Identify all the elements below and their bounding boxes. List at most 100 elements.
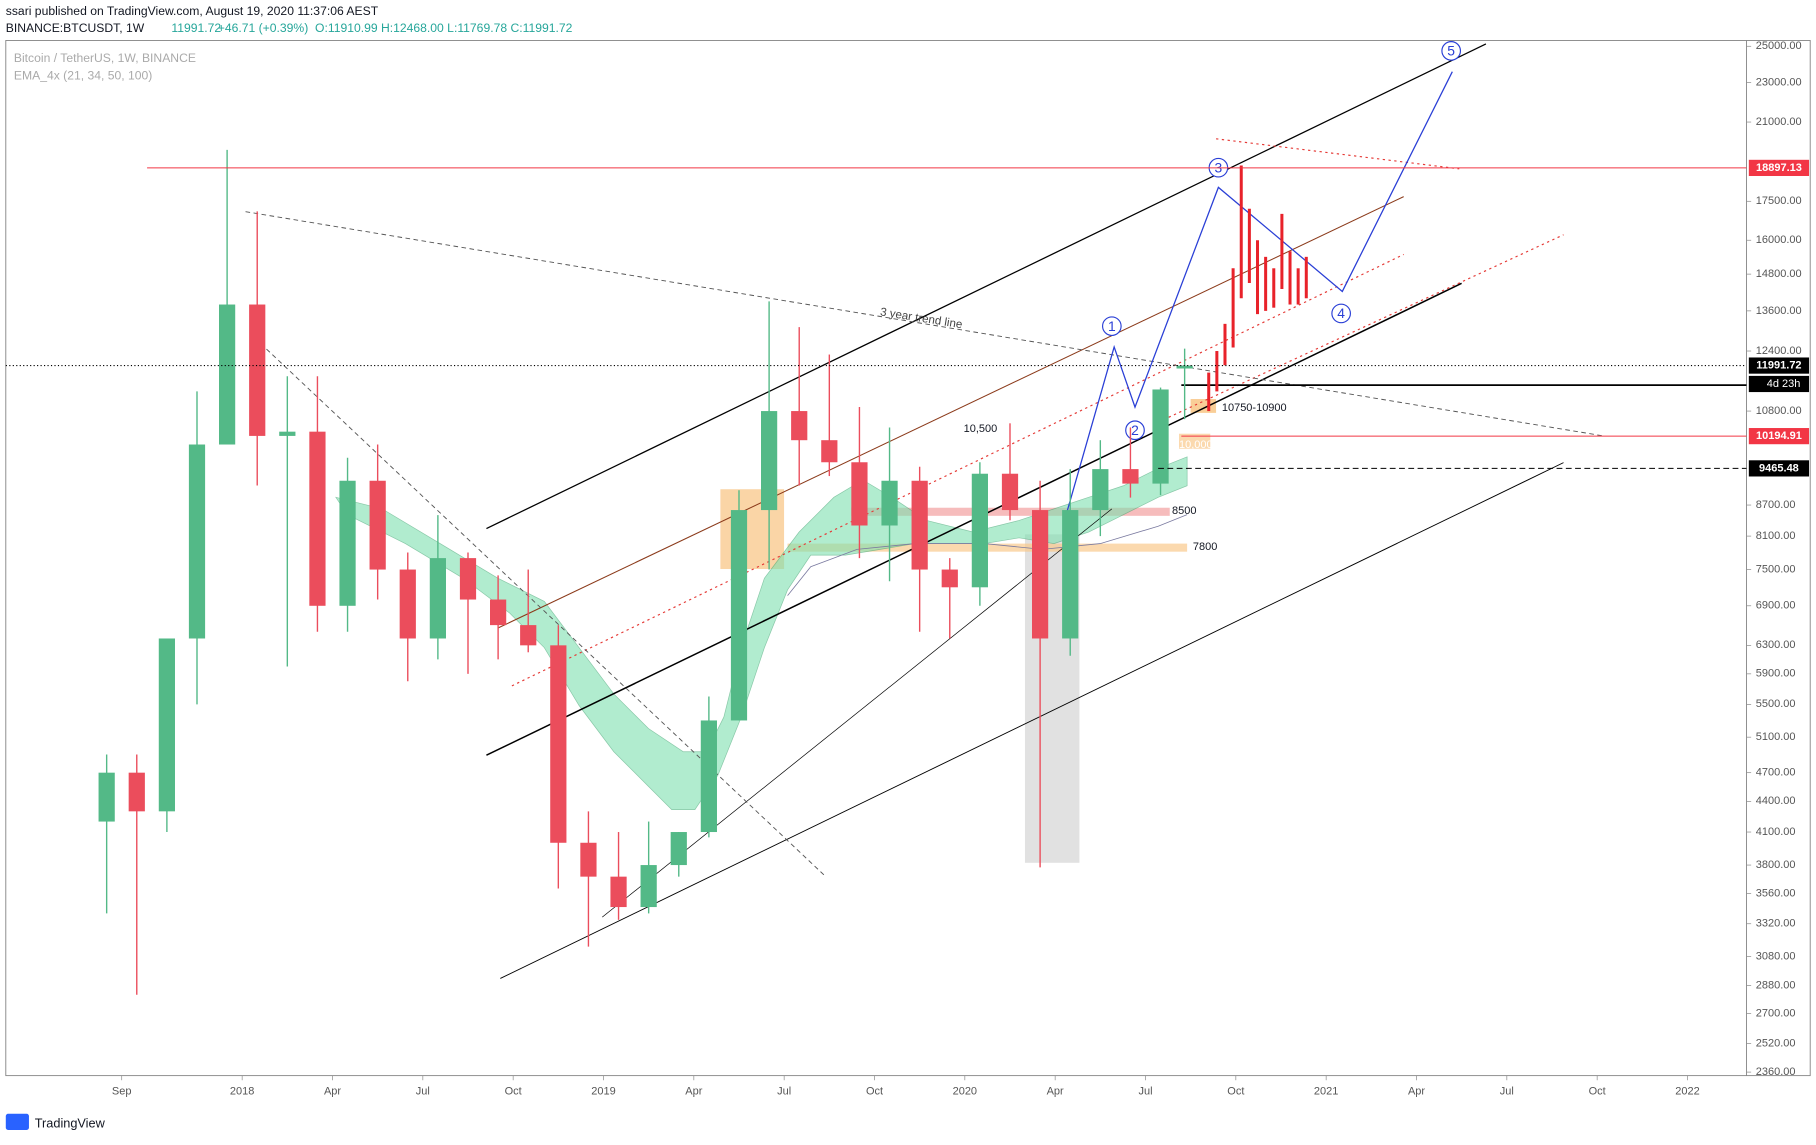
x-tick-label: Apr (1047, 1086, 1064, 1098)
y-tick-label: 5500.00 (1756, 698, 1796, 710)
price-label-box (1748, 357, 1810, 374)
y-tick-label: 10800.00 (1756, 405, 1802, 417)
price-label: 11991.72 (1756, 359, 1801, 371)
candle-body (188, 444, 206, 639)
x-tick-label: 2022 (1675, 1086, 1699, 1098)
y-tick-label: 3800.00 (1756, 859, 1796, 871)
y-tick-label: 2360.00 (1756, 1066, 1796, 1078)
price-label-box (1748, 428, 1810, 445)
candle-body (791, 411, 808, 441)
y-tick-label: 3080.00 (1756, 950, 1796, 962)
x-tick-label: 2019 (591, 1086, 615, 1098)
author-line: ssari published on TradingView.com, Augu… (6, 4, 379, 18)
y-tick-label: 5900.00 (1756, 668, 1796, 680)
candle-body (670, 832, 687, 866)
x-tick-label: 2018 (230, 1086, 254, 1098)
annotation: 10750-10900 (1222, 402, 1287, 414)
wave-label: 1 (1108, 318, 1116, 334)
y-tick-label: 4100.00 (1756, 826, 1796, 838)
frame (5, 40, 1811, 1077)
candle-body (339, 480, 356, 606)
y-tick-label: 8100.00 (1756, 530, 1796, 542)
candle-body (821, 440, 838, 463)
y-tick-label: 7500.00 (1756, 563, 1796, 575)
candle-body (279, 431, 296, 436)
wave-circle (1331, 303, 1351, 324)
x-tick-label: Jul (1500, 1086, 1514, 1098)
candle-body (881, 480, 898, 526)
y-tick-label: 8700.00 (1756, 499, 1796, 511)
candle-body (520, 625, 537, 646)
candle-body (1092, 469, 1109, 511)
candle-body (610, 876, 627, 908)
candle-body (489, 599, 507, 626)
x-tick-label: Jul (777, 1086, 791, 1098)
wave-path (1064, 71, 1453, 518)
y-tick-label: 2700.00 (1756, 1008, 1796, 1020)
y-tick-label: 3320.00 (1756, 918, 1796, 930)
x-tick-label: Sep (112, 1086, 132, 1098)
y-tick-label: 5100.00 (1756, 731, 1796, 743)
candle-body (369, 480, 386, 570)
candle-body (941, 569, 958, 588)
y-tick-label: 25000.00 (1756, 40, 1802, 52)
candle-body (1122, 469, 1139, 484)
candle-body (158, 638, 175, 812)
countdown: 4d 23h (1767, 378, 1801, 390)
y-tick-label: 6300.00 (1756, 639, 1796, 651)
candle-body (1062, 510, 1079, 639)
brand: TradingView (35, 1116, 106, 1131)
x-tick-label: 2021 (1314, 1086, 1338, 1098)
countdown-box (1748, 375, 1810, 393)
price-label-box (1748, 460, 1810, 477)
y-tick-label: 4700.00 (1756, 767, 1796, 779)
annotation: 8500 (1172, 505, 1196, 517)
candle-body (218, 304, 236, 445)
candle-body (1152, 389, 1169, 484)
candle-body (399, 569, 416, 639)
candle-body (1001, 473, 1019, 511)
candle-body (1031, 510, 1049, 639)
y-tick-label: 12400.00 (1756, 345, 1802, 357)
y-tick-label: 3560.00 (1756, 887, 1796, 899)
x-tick-label: Apr (324, 1086, 341, 1098)
x-tick-label: Oct (1227, 1086, 1244, 1098)
change: +46.71 (+0.39%) (218, 21, 309, 35)
x-tick-label: 2020 (953, 1086, 977, 1098)
wave-circle (1101, 316, 1122, 336)
y-tick-label: 6900.00 (1756, 600, 1796, 612)
dotted-red-3 (1216, 138, 1460, 170)
candle-body (459, 558, 477, 600)
zone-10750 (1190, 399, 1217, 413)
ohlc: O:11910.99 H:12468.00 L:11769.78 C:11991… (315, 21, 573, 35)
y-tick-label: 2520.00 (1756, 1037, 1796, 1049)
y-tick-label: 13600.00 (1756, 305, 1802, 317)
candle-body (550, 645, 567, 843)
channel-top (486, 43, 1487, 530)
annotation: 7800 (1193, 541, 1217, 553)
candle-body (249, 304, 266, 436)
price-label: 10194.91 (1756, 430, 1802, 442)
y-tick-label: 21000.00 (1756, 116, 1802, 128)
wave-label: 2 (1131, 422, 1139, 438)
x-tick-label: Oct (505, 1086, 522, 1098)
annotation: 10,500 (964, 423, 998, 435)
candle-body (309, 431, 326, 606)
y-tick-label: 2880.00 (1756, 979, 1796, 991)
symbol: BINANCE:BTCUSDT, 1W (6, 21, 145, 35)
indicator-name: EMA_4x (21, 34, 50, 100) (14, 69, 152, 83)
candle-body (1176, 365, 1193, 369)
candle-body (98, 772, 115, 822)
last-price: 11991.72 (171, 21, 221, 35)
candle-body (580, 842, 597, 877)
candle-body (911, 480, 928, 570)
x-tick-label: Jul (1138, 1086, 1152, 1098)
logo (5, 1113, 29, 1130)
zone-10000 (1179, 433, 1211, 449)
y-tick-label: 4400.00 (1756, 795, 1796, 807)
candle-body (730, 510, 748, 721)
ema-ribbon (335, 456, 1188, 810)
chart-title: Bitcoin / TetherUS, 1W, BINANCE (14, 51, 196, 65)
